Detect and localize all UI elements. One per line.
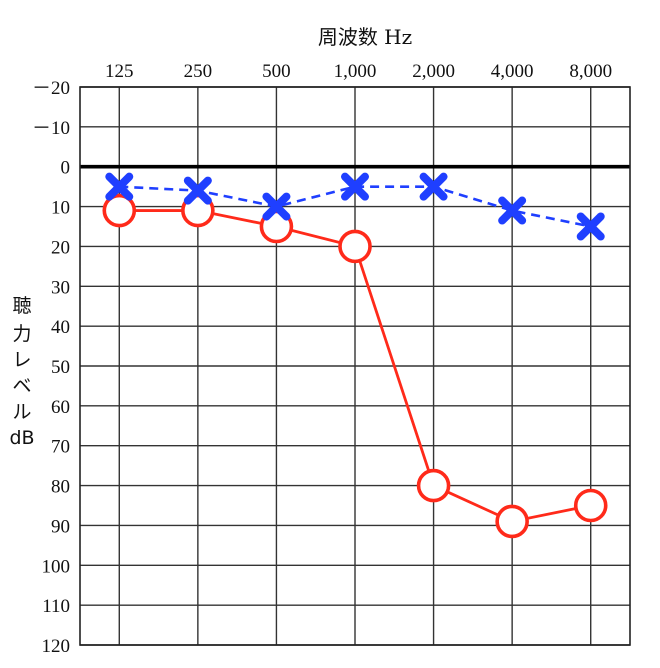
- cross-marker: [576, 212, 605, 241]
- cross-stroke: [341, 172, 369, 201]
- x-tick-label: 125: [105, 61, 134, 82]
- y-tick-label: －20: [32, 78, 70, 99]
- y-tick-label: 70: [51, 437, 70, 458]
- y-tick-label: 80: [51, 477, 70, 498]
- y-tick-label: 100: [42, 556, 71, 577]
- x-tick-label: 4,000: [491, 61, 534, 82]
- cross-stroke: [105, 172, 134, 201]
- x-tick-labels: 125 250 500 1,000 2,000 4,000 8,000: [105, 61, 612, 82]
- y-axis-title-char: 聴: [12, 295, 31, 317]
- y-tick-label: 90: [51, 516, 70, 537]
- x-tick-label: 2,000: [412, 61, 455, 82]
- y-axis-title-char: ベ: [12, 375, 31, 397]
- cross-marker: [105, 172, 134, 201]
- y-tick-labels: －20 －10 0 10 20 30 40 50 60 70 80 90 100 110 120: [32, 78, 70, 657]
- grid: [79, 86, 631, 646]
- series-layer: [102, 172, 608, 539]
- y-tick-label: 40: [51, 317, 70, 338]
- circle-marker: [495, 504, 529, 539]
- cross-marker: [341, 172, 369, 201]
- y-axis-title-char: レ: [12, 349, 31, 371]
- y-tick-label: 60: [51, 397, 70, 418]
- x-axis-title: 周波数 Hz: [318, 25, 412, 49]
- cross-marker: [183, 176, 212, 205]
- y-tick-label: 30: [51, 277, 70, 298]
- series-right: [102, 193, 608, 539]
- cross-marker: [498, 196, 527, 225]
- y-tick-label: 50: [51, 357, 70, 378]
- circle-marker: [416, 468, 451, 503]
- y-tick-label: 10: [51, 198, 70, 219]
- cross-stroke: [183, 176, 212, 205]
- y-axis-title-char: 力: [12, 323, 31, 345]
- cross-marker: [262, 192, 291, 221]
- y-tick-label: 120: [42, 636, 71, 657]
- y-tick-label: 0: [61, 158, 71, 179]
- x-tick-label: 1,000: [334, 61, 377, 82]
- cross-stroke: [576, 212, 605, 241]
- y-axis-title-char: dB: [9, 427, 34, 449]
- circle-marker: [102, 193, 137, 228]
- x-tick-label: 250: [184, 61, 213, 82]
- cross-marker: [419, 172, 448, 201]
- y-tick-label: 110: [42, 596, 70, 617]
- cross-stroke: [419, 172, 448, 201]
- y-tick-label: －10: [32, 118, 70, 139]
- y-tick-label: 20: [51, 237, 70, 258]
- series-left: [105, 172, 605, 241]
- circle-marker: [573, 488, 608, 523]
- plot-frame: [79, 86, 631, 646]
- cross-stroke: [498, 196, 527, 225]
- x-tick-label: 500: [262, 61, 291, 82]
- x-tick-label: 8,000: [569, 61, 612, 82]
- y-axis-title-char: ル: [12, 401, 31, 423]
- circle-marker: [338, 229, 372, 264]
- cross-stroke: [262, 192, 291, 221]
